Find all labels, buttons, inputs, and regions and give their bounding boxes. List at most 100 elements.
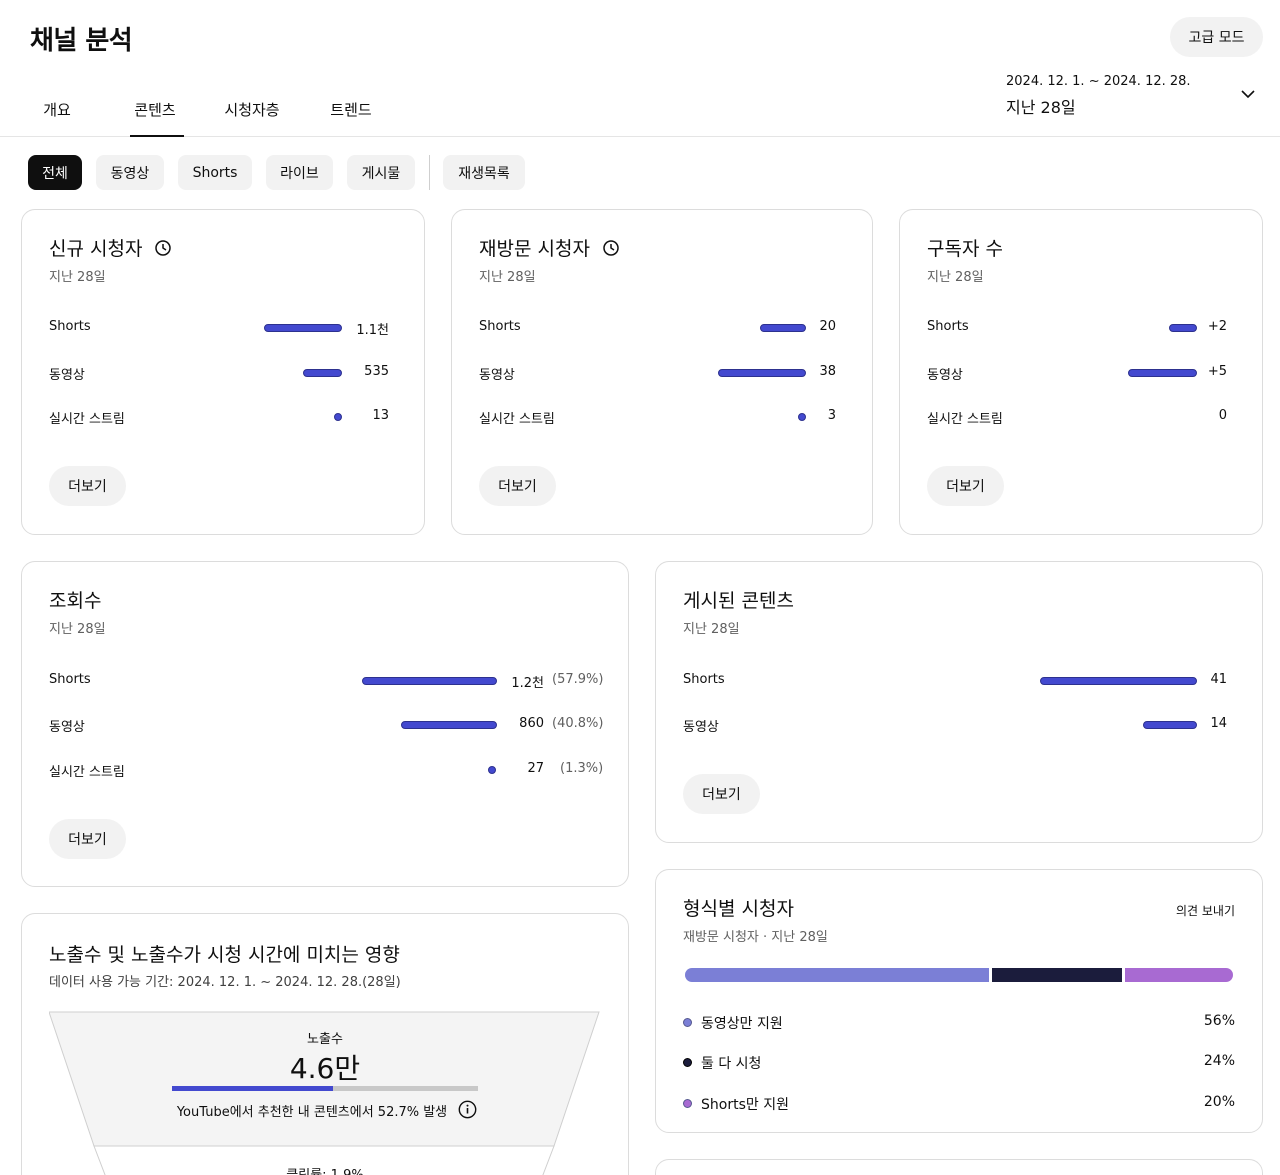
ctr-label: 클릭률: 1.9% xyxy=(22,1164,628,1175)
metric-row: Shorts 1.1천 xyxy=(49,318,389,338)
chip-shorts[interactable]: Shorts xyxy=(178,155,252,190)
row-value: 41 xyxy=(1210,672,1227,687)
published-content-card: 게시된 콘텐츠 지난 28일 Shorts 41 동영상 14 더보기 xyxy=(655,561,1263,843)
format-stacked-bar xyxy=(685,968,1233,982)
row-label: 동영상 xyxy=(49,368,85,383)
metric-row: 동영상 +5 xyxy=(927,363,1227,383)
impressions-share-bar xyxy=(172,1086,478,1091)
tab-content[interactable]: 콘텐츠 xyxy=(106,82,204,137)
card-title: 게시된 콘텐츠 xyxy=(683,590,794,612)
row-percent: (40.8%) xyxy=(552,716,604,731)
row-label: 동영상 xyxy=(479,368,515,383)
row-bar xyxy=(760,324,806,332)
row-value: 1.2천 xyxy=(511,676,544,691)
row-value: 3 xyxy=(827,408,836,423)
page-title: 채널 분석 xyxy=(30,26,133,56)
card-subtitle: 지난 28일 xyxy=(479,270,536,285)
row-dot xyxy=(334,413,342,421)
row-bar xyxy=(1128,369,1197,377)
row-value: 535 xyxy=(364,364,389,379)
more-button[interactable]: 더보기 xyxy=(683,774,760,814)
row-dot xyxy=(488,766,496,774)
metric-row: Shorts 20 xyxy=(479,318,836,338)
chip-divider xyxy=(429,155,430,190)
card-subtitle: 지난 28일 xyxy=(49,622,106,637)
card-title: 형식별 시청자 xyxy=(683,898,794,920)
impressions-value: 4.6만 xyxy=(289,1052,361,1085)
metric-row: Shorts 41 xyxy=(683,671,1227,691)
clock-icon[interactable] xyxy=(154,239,172,257)
chip-playlists[interactable]: 재생목록 xyxy=(443,155,525,190)
row-bar xyxy=(264,324,342,332)
row-value: 20 xyxy=(819,319,836,334)
row-value: +5 xyxy=(1207,364,1227,379)
row-value: 14 xyxy=(1210,716,1227,731)
metric-row: 동영상 535 xyxy=(49,363,389,383)
card-title: 조회수 xyxy=(49,590,102,612)
advanced-mode-button[interactable]: 고급 모드 xyxy=(1170,17,1263,57)
more-button[interactable]: 더보기 xyxy=(49,466,126,506)
card-title: 구독자 수 xyxy=(927,238,1003,260)
legend-dot xyxy=(683,1058,692,1067)
impressions-label: 노출수 xyxy=(307,1032,343,1047)
impressions-note: YouTube에서 추천한 내 콘텐츠에서 52.7% 발생 xyxy=(176,1105,448,1120)
date-range-text: 2024. 12. 1. ~ 2024. 12. 28. xyxy=(1006,74,1191,89)
metric-row: 동영상 860 (40.8%) xyxy=(49,715,604,735)
chip-videos[interactable]: 동영상 xyxy=(96,155,164,190)
metric-row: 동영상 14 xyxy=(683,715,1227,735)
card-subtitle: 지난 28일 xyxy=(927,270,984,285)
views-card: 조회수 지난 28일 Shorts 1.2천 (57.9%) 동영상 860 (… xyxy=(21,561,629,887)
row-label: 동영상 xyxy=(927,368,963,383)
row-value: 860 xyxy=(519,716,544,731)
row-label: Shorts xyxy=(927,319,969,334)
legend-item: Shorts만 지원 20% xyxy=(683,1093,1235,1113)
metric-row: 동영상 38 xyxy=(479,363,836,383)
row-label: 실시간 스트림 xyxy=(927,412,1003,427)
row-label: Shorts xyxy=(49,319,91,334)
row-dot xyxy=(798,413,806,421)
card-title: 재방문 시청자 xyxy=(479,238,590,260)
subscribers-card: 구독자 수 지난 28일 Shorts +2 동영상 +5 실시간 스트림 0 … xyxy=(899,209,1263,535)
card-subtitle: 재방문 시청자 · 지난 28일 xyxy=(683,930,828,945)
row-label: 실시간 스트림 xyxy=(49,412,125,427)
row-label: 실시간 스트림 xyxy=(49,765,125,780)
tab-overview[interactable]: 개요 xyxy=(43,101,71,119)
tab-audience[interactable]: 시청자층 xyxy=(224,101,280,119)
more-button[interactable]: 더보기 xyxy=(927,466,1004,506)
row-value: +2 xyxy=(1207,319,1227,334)
content-type-chips: 전체 동영상 Shorts 라이브 게시물 재생목록 xyxy=(28,155,539,190)
card-title: 노출수 및 노출수가 시청 시간에 미치는 영향 xyxy=(49,944,400,966)
segment-shorts-only xyxy=(1124,968,1233,982)
more-button[interactable]: 더보기 xyxy=(49,819,126,859)
row-label: 동영상 xyxy=(683,720,719,735)
row-percent: (57.9%) xyxy=(552,672,604,687)
next-card xyxy=(655,1159,1263,1175)
row-bar xyxy=(1143,721,1197,729)
send-feedback-link[interactable]: 의견 보내기 xyxy=(1175,904,1235,918)
chip-all[interactable]: 전체 xyxy=(28,155,82,190)
info-icon[interactable] xyxy=(458,1100,477,1119)
segment-both xyxy=(991,968,1122,982)
chip-posts[interactable]: 게시물 xyxy=(347,155,415,190)
row-bar xyxy=(1040,677,1197,685)
row-value: 1.1천 xyxy=(356,323,389,338)
row-label: Shorts xyxy=(479,319,521,334)
chip-live[interactable]: 라이브 xyxy=(266,155,333,190)
more-button[interactable]: 더보기 xyxy=(479,466,556,506)
row-bar xyxy=(718,369,806,377)
date-range-picker[interactable]: 2024. 12. 1. ~ 2024. 12. 28. 지난 28일 xyxy=(1006,74,1256,118)
metric-row: Shorts +2 xyxy=(927,318,1227,338)
row-percent: (1.3%) xyxy=(560,761,604,776)
row-value: 0 xyxy=(1218,408,1227,423)
legend-label: 동영상만 지원 xyxy=(701,1016,783,1032)
legend-item: 동영상만 지원 56% xyxy=(683,1012,1235,1032)
clock-icon[interactable] xyxy=(602,239,620,257)
legend-item: 둘 다 시청 24% xyxy=(683,1052,1235,1072)
row-label: Shorts xyxy=(49,672,91,687)
returning-viewers-card: 재방문 시청자 지난 28일 Shorts 20 동영상 38 실시간 스트림 … xyxy=(451,209,873,535)
tab-trends[interactable]: 트렌드 xyxy=(330,101,372,119)
date-range-label: 지난 28일 xyxy=(1006,98,1076,117)
new-viewers-card: 신규 시청자 지난 28일 Shorts 1.1천 동영상 535 실시간 스트… xyxy=(21,209,425,535)
impressions-funnel xyxy=(49,1011,600,1175)
row-label: Shorts xyxy=(683,672,725,687)
